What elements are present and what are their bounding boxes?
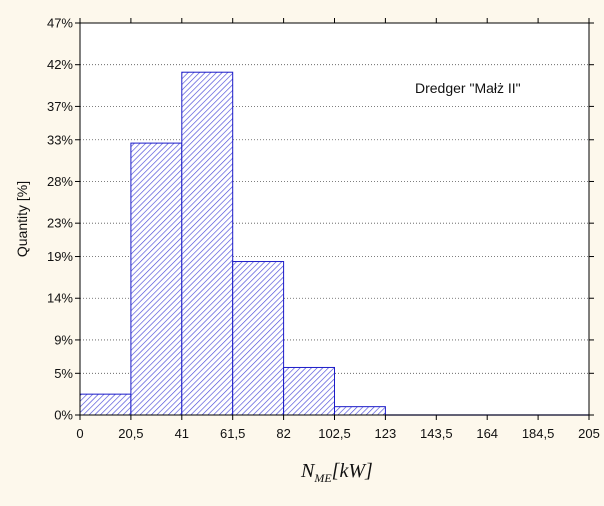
- x-tick-label: 20,5: [118, 426, 143, 441]
- histogram-bar: [283, 366, 336, 416]
- y-tick-label: 14%: [47, 291, 73, 306]
- y-tick-label: 9%: [54, 332, 73, 347]
- histogram-bar: [181, 71, 234, 416]
- y-tick-label: 0%: [54, 408, 73, 423]
- y-tick-label: 5%: [54, 366, 73, 381]
- annotation-label: Dredger "Małż II": [415, 80, 521, 96]
- y-tick-label: 47%: [47, 16, 73, 31]
- histogram-bar: [130, 142, 183, 416]
- y-axis-label: Quantity [%]: [14, 181, 30, 257]
- y-tick-label: 23%: [47, 216, 73, 231]
- x-tick-label: 61,5: [220, 426, 245, 441]
- x-tick-label: 82: [276, 426, 290, 441]
- x-axis-label: NME[kW]: [300, 460, 373, 485]
- x-axis-label-base: N: [300, 460, 316, 482]
- axis-ticks: [75, 18, 594, 420]
- y-tick-label: 28%: [47, 174, 73, 189]
- bars: [79, 71, 589, 416]
- y-tick-label: 42%: [47, 57, 73, 72]
- x-tick-label: 164: [476, 426, 498, 441]
- x-tick-label: 184,5: [522, 426, 555, 441]
- histogram-bar: [232, 261, 285, 416]
- x-tick-label: 205: [578, 426, 600, 441]
- histogram-bar: [334, 406, 386, 416]
- y-tick-label: 33%: [47, 132, 73, 147]
- x-axis-label-subscript: ME: [313, 471, 332, 485]
- tick-labels: 0% 5% 9% 14% 19% 23% 28% 33% 37% 42% 47% 0 20,5 41 61,…: [47, 16, 600, 442]
- y-tick-label: 19%: [47, 249, 73, 264]
- x-tick-label: 143,5: [420, 426, 453, 441]
- x-tick-label: 123: [375, 426, 397, 441]
- x-tick-label: 102,5: [318, 426, 351, 441]
- histogram-bar: [79, 393, 132, 416]
- y-tick-label: 37%: [47, 99, 73, 114]
- x-tick-label: 0: [76, 426, 83, 441]
- x-axis-label-unit: [kW]: [332, 460, 373, 482]
- x-tick-label: 41: [175, 426, 189, 441]
